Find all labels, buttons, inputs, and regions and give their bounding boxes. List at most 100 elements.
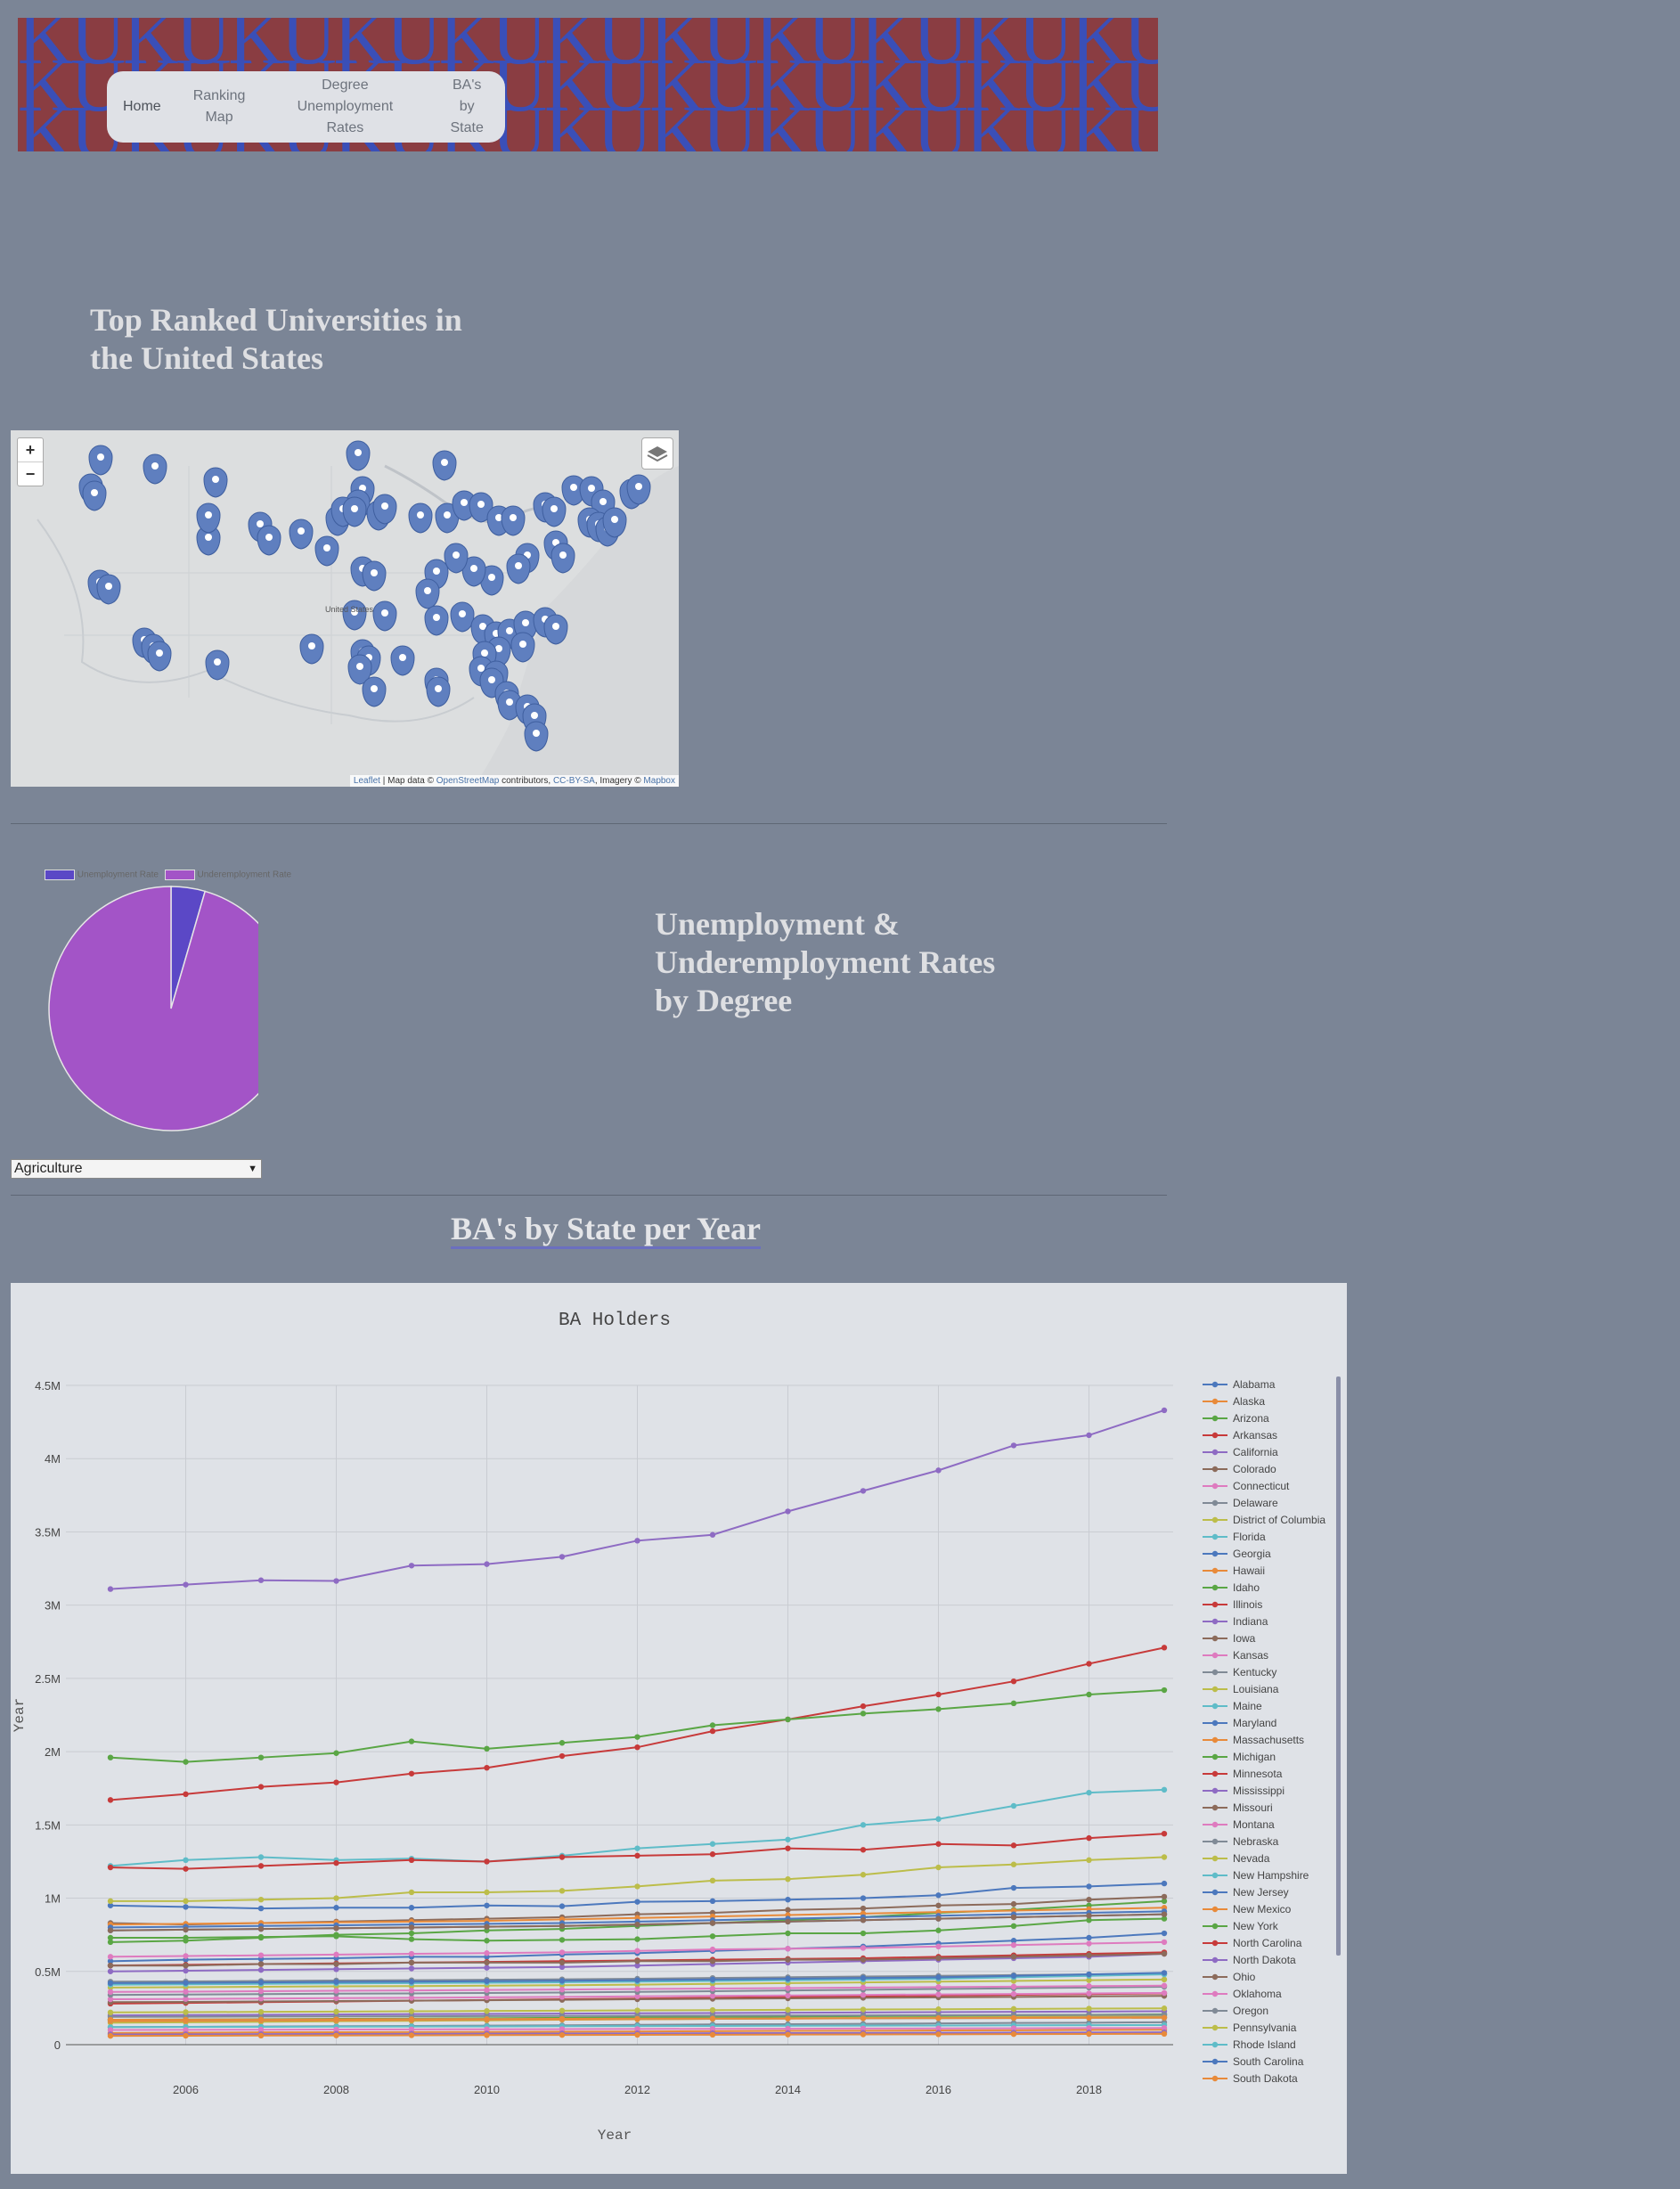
map-marker-icon xyxy=(314,535,339,567)
series-point xyxy=(634,1986,640,1992)
series-point xyxy=(860,1956,867,1963)
map-marker-icon xyxy=(626,474,651,505)
series-point xyxy=(559,1888,566,1894)
series-point xyxy=(107,1958,114,1964)
map-marker-icon xyxy=(426,676,451,707)
series-point xyxy=(257,1966,265,1973)
series-point xyxy=(860,1703,867,1710)
ranking-map[interactable]: + − United States Leaflet | Map data © O… xyxy=(11,430,679,787)
y-tick-label: 0.5M xyxy=(35,1965,61,1979)
map-marker-icon xyxy=(196,525,221,556)
bas-title-link[interactable]: BA's by State per Year xyxy=(451,1211,761,1249)
map-marker-icon xyxy=(362,676,387,707)
legend-label: South Dakota xyxy=(1233,2072,1298,2085)
legend-label: Louisiana xyxy=(1233,1683,1279,1695)
series-point xyxy=(709,1877,716,1884)
legend-point xyxy=(1211,1719,1219,1727)
series-point xyxy=(935,1706,942,1712)
series-point xyxy=(559,1554,566,1560)
series-point xyxy=(559,1937,566,1943)
series-point xyxy=(860,1895,867,1901)
series-point xyxy=(785,1992,791,1998)
legend-label: Florida xyxy=(1233,1531,1266,1543)
series-point xyxy=(408,1924,415,1931)
series-point xyxy=(183,1980,189,1986)
series-point xyxy=(935,2015,942,2022)
nav-item-bas-by-state[interactable]: BA's by State xyxy=(450,78,484,135)
series-point xyxy=(1010,2025,1017,2031)
map-marker-icon xyxy=(347,654,372,685)
series-point xyxy=(107,1797,114,1803)
ba-holders-svg: BA Holders 2006 2008 2010 2012 2014 2016 2018 0 0… xyxy=(12,1311,1341,2144)
series-point xyxy=(257,1754,265,1760)
map-marker-icon xyxy=(543,614,568,645)
series-point xyxy=(860,2031,867,2038)
series-point xyxy=(257,2008,265,2015)
series-point xyxy=(484,2026,490,2032)
series-point xyxy=(1161,1939,1168,1946)
series-point xyxy=(709,1841,716,1847)
series-point xyxy=(1161,1786,1168,1793)
zoom-in-button[interactable]: + xyxy=(18,438,43,462)
series-point xyxy=(333,1905,339,1911)
series-point xyxy=(107,1902,114,1908)
series-point xyxy=(634,2015,640,2022)
leaflet-link[interactable]: Leaflet xyxy=(353,776,380,786)
series-point xyxy=(559,2015,566,2022)
zoom-out-button[interactable]: − xyxy=(25,465,36,483)
series-point xyxy=(709,1958,716,1964)
y-tick-label: 4.5M xyxy=(35,1379,61,1393)
legend-point xyxy=(1211,1415,1219,1422)
legend-label: South Carolina xyxy=(1233,2055,1304,2068)
mapbox-link[interactable]: Mapbox xyxy=(643,776,675,786)
map-marker-icon xyxy=(408,502,433,534)
series-point xyxy=(408,1936,415,1942)
nav-item-degree-unemployment-rates[interactable]: Degree Unemployment Rates xyxy=(297,78,394,135)
degree-select[interactable]: Agriculture ▼ xyxy=(11,1159,262,1179)
series-point xyxy=(1010,2005,1017,2013)
nav-item-home[interactable]: Home xyxy=(123,99,161,114)
series-point xyxy=(408,2026,415,2033)
series-point xyxy=(860,1872,867,1878)
series-point xyxy=(935,1841,942,1847)
series-point xyxy=(634,1921,640,1928)
series-point xyxy=(634,1936,640,1942)
map-marker-icon xyxy=(372,494,397,525)
series-point xyxy=(484,1765,490,1771)
series-point xyxy=(860,1991,867,1998)
legend-point xyxy=(1211,1923,1219,1930)
nav-item-ranking-map[interactable]: Ranking Map xyxy=(192,88,246,125)
series-point xyxy=(1161,1645,1168,1651)
series-point xyxy=(1161,2005,1168,2012)
osm-link[interactable]: OpenStreetMap xyxy=(436,776,500,786)
series-point xyxy=(1086,1789,1092,1796)
series-point xyxy=(1161,1407,1168,1414)
map-marker-icon xyxy=(501,505,526,536)
map-marker-icon xyxy=(452,490,477,521)
legend-label: Massachusetts xyxy=(1233,1734,1304,1746)
series-point xyxy=(709,1933,716,1940)
series-point xyxy=(1086,2025,1092,2031)
series-point xyxy=(1010,1442,1017,1449)
series-point xyxy=(183,1963,189,1969)
map-marker-icon xyxy=(196,502,221,534)
layers-control[interactable] xyxy=(641,437,673,470)
series-point xyxy=(785,1956,791,1963)
series-point xyxy=(484,1964,490,1971)
legend-point xyxy=(1211,1482,1219,1490)
legend-label: Nevada xyxy=(1233,1852,1270,1865)
map-marker-icon xyxy=(346,440,371,471)
series-point xyxy=(1010,1842,1017,1849)
series-point xyxy=(183,2016,189,2023)
series-point xyxy=(183,1953,189,1959)
legend-label: Delaware xyxy=(1233,1497,1278,1509)
zoom-control: + − xyxy=(17,437,44,486)
ccbysa-link[interactable]: CC-BY-SA xyxy=(552,776,595,786)
series-point xyxy=(709,1946,716,1953)
unemployment-title: Unemployment & Underemployment Rates by De… xyxy=(655,906,996,1018)
series-point xyxy=(860,1488,867,1494)
series-point xyxy=(183,1996,189,2002)
series-point xyxy=(183,1926,189,1933)
legend-label: Arkansas xyxy=(1233,1429,1277,1442)
series-point xyxy=(559,2007,566,2014)
